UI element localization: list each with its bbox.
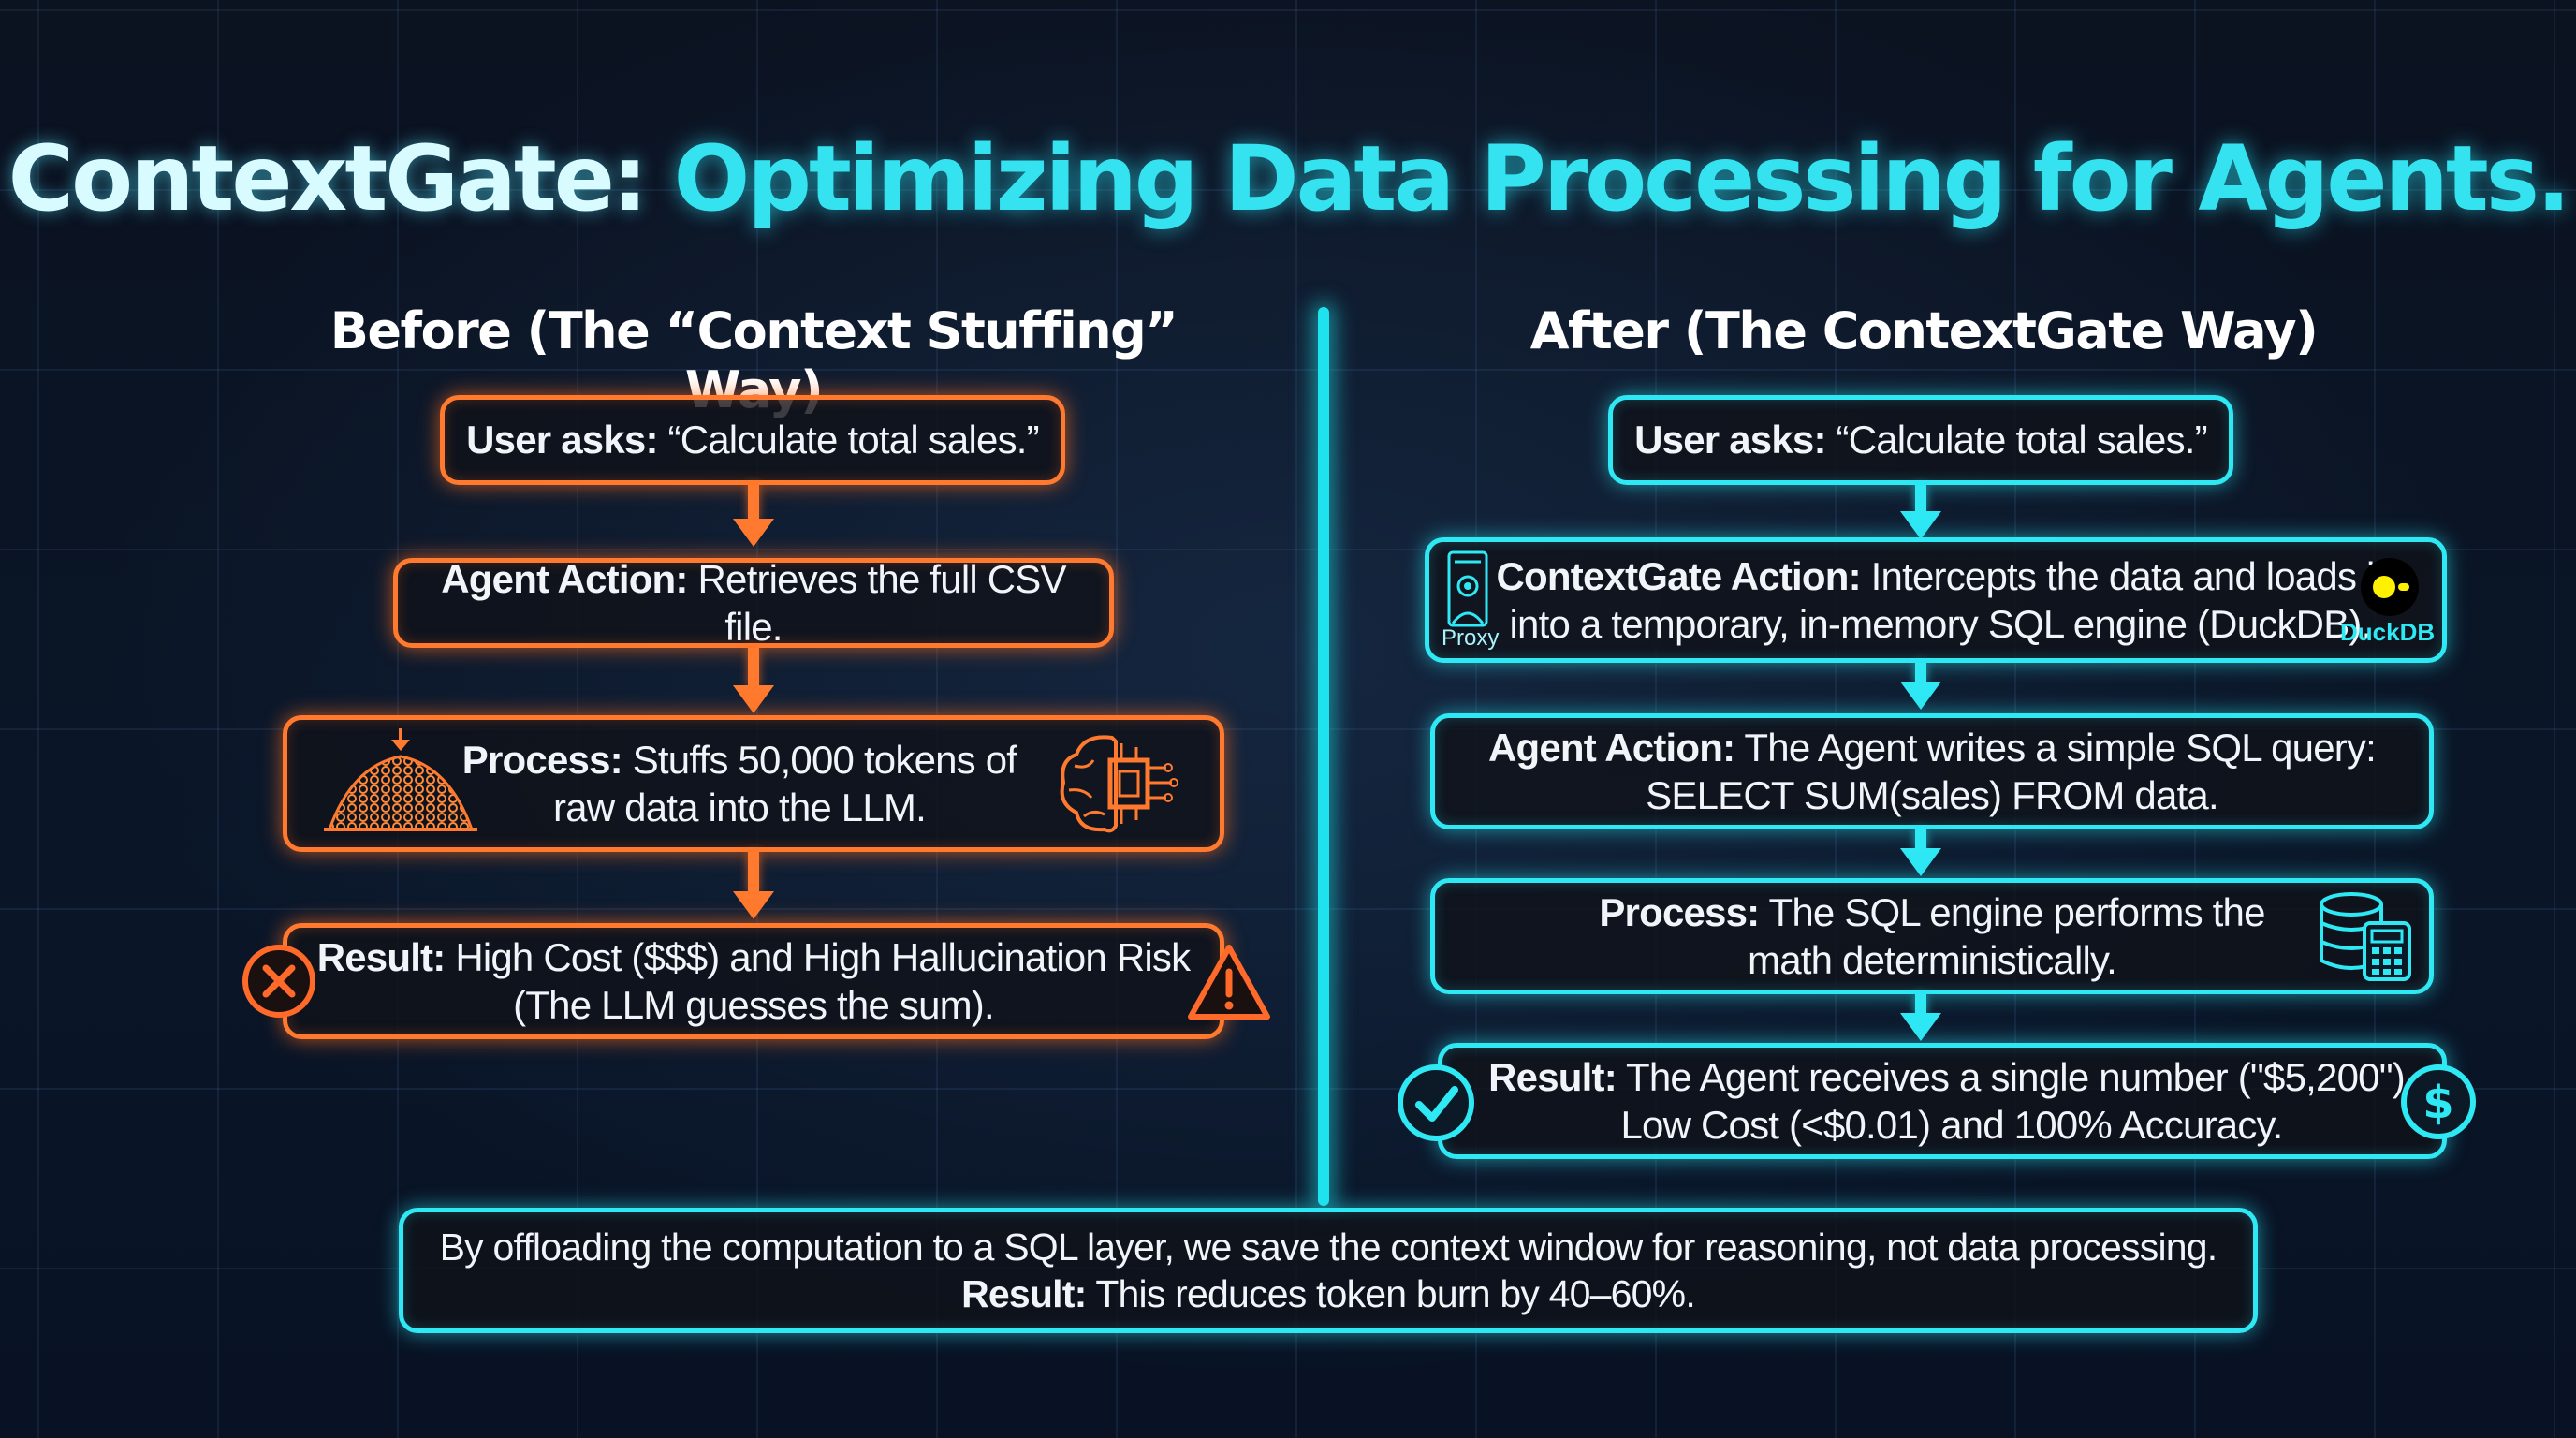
title-prefix: ContextGate: [7, 126, 649, 231]
error-x-icon [242, 945, 315, 1018]
after-user-label: User asks: [1634, 418, 1826, 462]
before-process-text-2: raw data into the LLM. [553, 785, 927, 829]
check-icon [1398, 1064, 1474, 1141]
after-gate-label: ContextGate Action: [1496, 553, 1862, 598]
proxy-label: Proxy [1442, 625, 1500, 651]
before-result-label: Result: [316, 934, 446, 979]
after-gate-text-2: into a temporary, in-memory SQL engine (… [1509, 602, 2373, 646]
summary-box: By offloading the computation to a SQL l… [399, 1208, 2258, 1333]
before-result-text-2: (The LLM guesses the sum). [513, 983, 995, 1027]
before-result-box: Result: High Cost ($$$) and High Halluci… [283, 923, 1224, 1039]
after-action-box: Agent Action: The Agent writes a simple … [1430, 713, 2434, 829]
before-user-label: User asks: [466, 418, 658, 462]
after-result-text-1: The Agent receives a single number ("$5,… [1626, 1054, 2416, 1099]
after-user-box: User asks: “Calculate total sales.” [1608, 395, 2233, 485]
after-result-label: Result: [1488, 1054, 1617, 1099]
after-action-text-1: The Agent writes a simple SQL query: [1744, 725, 2377, 770]
after-result-box: Result: The Agent receives a single numb… [1438, 1043, 2447, 1159]
duckdb-logo-icon [2361, 558, 2419, 616]
summary-result-label: Result: [961, 1272, 1087, 1315]
before-process-label: Process: [461, 737, 623, 782]
warning-icon [1188, 945, 1270, 1020]
column-divider [1318, 307, 1329, 1206]
before-process-text-1: Stuffs 50,000 tokens of [632, 737, 1017, 782]
dollar-icon: $ [2401, 1064, 2476, 1139]
after-process-text-1: The SQL engine performs the [1768, 889, 2266, 934]
before-process-box: Process: Stuffs 50,000 tokens of raw dat… [283, 715, 1224, 852]
database-calculator-icon [2320, 892, 2411, 981]
summary-line-1: By offloading the computation to a SQL l… [439, 1225, 2218, 1269]
after-user-text: “Calculate total sales.” [1836, 418, 2208, 462]
before-user-box: User asks: “Calculate total sales.” [440, 395, 1065, 485]
duckdb-label: DuckDB [2340, 618, 2436, 646]
after-process-label: Process: [1599, 889, 1760, 934]
before-result-text-1: High Cost ($$$) and High Hallucination R… [455, 934, 1191, 979]
before-action-text: Retrieves the full CSV file. [697, 556, 1066, 649]
summary-line-2: This reduces token burn by 40–60%. [1095, 1272, 1695, 1315]
before-action-box: Agent Action: Retrieves the full CSV fil… [393, 556, 1114, 649]
after-process-box: Process: The SQL engine performs the mat… [1430, 878, 2434, 994]
title-highlight: Optimizing Data Processing for Agents. [673, 126, 2571, 231]
after-action-label: Agent Action: [1487, 725, 1735, 770]
svg-text:$: $ [2422, 1077, 2453, 1129]
data-pile-icon [324, 728, 477, 831]
proxy-server-icon [1447, 550, 1488, 627]
after-result-text-2: Low Cost (<$0.01) and 100% Accuracy. [1620, 1103, 2283, 1147]
before-user-text: “Calculate total sales.” [667, 418, 1040, 462]
brain-chip-icon [1060, 735, 1178, 833]
before-action-label: Agent Action: [441, 556, 688, 601]
after-heading: After (The ContextGate Way) [1530, 301, 2319, 360]
before-heading: Before (The “Context Stuffing” Way) [329, 301, 1178, 419]
after-gate-box: ContextGate Action: Intercepts the data … [1425, 537, 2447, 663]
after-gate-text-1: Intercepts the data and loads it [1870, 553, 2386, 598]
after-action-text-2: SELECT SUM(sales) FROM data. [1646, 773, 2218, 817]
page-title: ContextGate: Optimizing Data Processing … [0, 126, 2576, 231]
after-process-text-2: math deterministically. [1748, 938, 2117, 982]
